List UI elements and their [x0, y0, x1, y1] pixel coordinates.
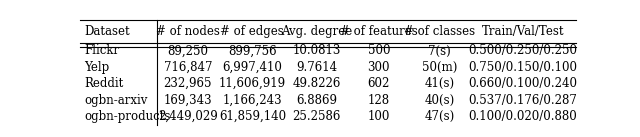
Text: 169,343: 169,343: [164, 94, 212, 107]
Text: Flickr: Flickr: [84, 45, 119, 58]
Text: ogbn-products: ogbn-products: [84, 110, 170, 123]
Text: Dataset: Dataset: [84, 25, 129, 38]
Text: 500: 500: [367, 45, 390, 58]
Text: # of features: # of features: [340, 25, 418, 38]
Text: 100: 100: [367, 110, 390, 123]
Text: 0.750/0.150/0.100: 0.750/0.150/0.100: [468, 61, 577, 74]
Text: 2,449,029: 2,449,029: [158, 110, 218, 123]
Text: 716,847: 716,847: [164, 61, 212, 74]
Text: # of edges: # of edges: [221, 25, 284, 38]
Text: 41(s): 41(s): [424, 77, 454, 90]
Text: 899,756: 899,756: [228, 45, 276, 58]
Text: 7(s): 7(s): [428, 45, 451, 58]
Text: 6,997,410: 6,997,410: [223, 61, 282, 74]
Text: 9.7614: 9.7614: [296, 61, 337, 74]
Text: Yelp: Yelp: [84, 61, 109, 74]
Text: 128: 128: [368, 94, 390, 107]
Text: ogbn-arxiv: ogbn-arxiv: [84, 94, 147, 107]
Text: 300: 300: [367, 61, 390, 74]
Text: 10.0813: 10.0813: [292, 45, 341, 58]
Text: 50(m): 50(m): [422, 61, 458, 74]
Text: 47(s): 47(s): [424, 110, 455, 123]
Text: 1,166,243: 1,166,243: [223, 94, 282, 107]
Text: 11,606,919: 11,606,919: [219, 77, 286, 90]
Text: 49.8226: 49.8226: [292, 77, 341, 90]
Text: 0.537/0.176/0.287: 0.537/0.176/0.287: [468, 94, 577, 107]
Text: Train/Val/Test: Train/Val/Test: [481, 25, 564, 38]
Text: 25.2586: 25.2586: [292, 110, 341, 123]
Text: Reddit: Reddit: [84, 77, 124, 90]
Text: 232,965: 232,965: [164, 77, 212, 90]
Text: # of classes: # of classes: [404, 25, 475, 38]
Text: 89,250: 89,250: [168, 45, 209, 58]
Text: # of nodes: # of nodes: [156, 25, 220, 38]
Text: 6.8869: 6.8869: [296, 94, 337, 107]
Text: 40(s): 40(s): [424, 94, 455, 107]
Text: 602: 602: [367, 77, 390, 90]
Text: 61,859,140: 61,859,140: [219, 110, 286, 123]
Text: 0.500/0.250/0.250: 0.500/0.250/0.250: [468, 45, 577, 58]
Text: Avg. degree: Avg. degree: [281, 25, 353, 38]
Text: 0.100/0.020/0.880: 0.100/0.020/0.880: [468, 110, 577, 123]
Text: 0.660/0.100/0.240: 0.660/0.100/0.240: [468, 77, 577, 90]
